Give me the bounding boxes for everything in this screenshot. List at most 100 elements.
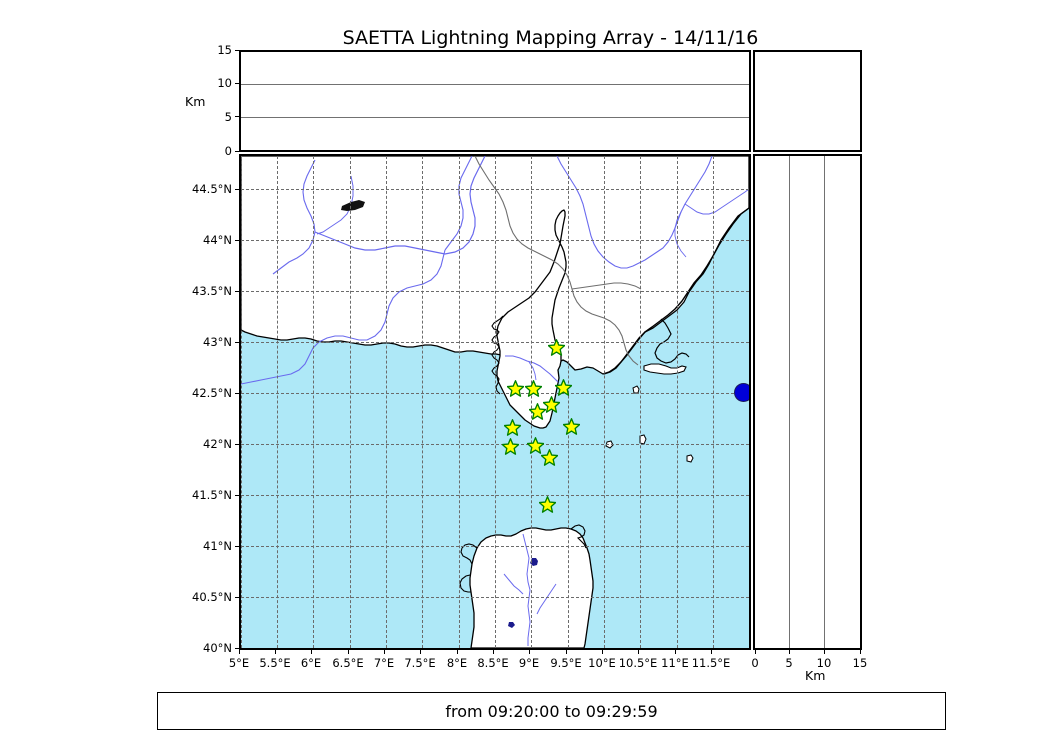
lma-station-marker <box>525 379 542 397</box>
tick-label-lon-5p5: 5.5°E <box>259 656 291 670</box>
tick-right-0 <box>755 650 756 654</box>
map-gridline-lon-6p5 <box>350 156 351 648</box>
tick-label-top-0: 0 <box>224 144 232 158</box>
lma-station-marker <box>543 396 561 413</box>
tick-lat-41 <box>235 546 239 547</box>
tick-lat-44 <box>235 240 239 241</box>
tick-label-lon-9: 9°E <box>518 656 540 670</box>
tick-label-lon-8p5: 8.5°E <box>477 656 509 670</box>
tick-label-lon-10: 10°E <box>588 656 616 670</box>
tick-top-5 <box>235 116 239 117</box>
tick-lat-41p5 <box>235 495 239 496</box>
tick-label-lat-42p5: 42.5°N <box>192 386 232 400</box>
tick-lon-5p5 <box>275 650 276 654</box>
tick-label-lon-9p5: 9.5°E <box>550 656 582 670</box>
tick-right-15 <box>860 650 861 654</box>
tick-label-right-15: 15 <box>852 656 868 670</box>
tick-lat-40 <box>235 648 239 649</box>
tick-top-10 <box>235 83 239 84</box>
tick-label-lon-5: 5°E <box>228 656 250 670</box>
tick-label-lon-10p5: 10.5°E <box>618 656 658 670</box>
right-panel-gridline-5km <box>789 156 790 648</box>
corner-panel <box>753 50 862 152</box>
tick-label-lat-40p5: 40.5°N <box>192 590 232 604</box>
tick-top-15 <box>235 50 239 51</box>
tick-label-lon-7: 7°E <box>373 656 395 670</box>
map-gridline-lon-6 <box>313 156 314 648</box>
tick-label-right-0: 0 <box>751 656 759 670</box>
map-gridline-lon-7 <box>386 156 387 648</box>
page-title: SAETTA Lightning Mapping Array - 14/11/1… <box>342 27 759 49</box>
lma-station-marker <box>563 418 581 436</box>
tick-lon-6p5 <box>348 650 349 654</box>
vhf-source-marker <box>735 383 749 401</box>
tick-lon-8 <box>457 650 458 654</box>
map-gridline-lat-40 <box>241 648 749 649</box>
map-gridline-lon-9p5 <box>568 156 569 648</box>
tick-label-lat-44p5: 44.5°N <box>192 182 232 196</box>
top-panel-gridline-10km <box>241 84 749 85</box>
altitude-longitude-panel <box>239 50 751 152</box>
map-gridline-lon-7p5 <box>422 156 423 648</box>
tick-label-lat-44: 44°N <box>203 233 232 247</box>
tick-lon-9 <box>529 650 530 654</box>
tick-label-top-5: 5 <box>224 110 232 124</box>
tick-label-lat-40: 40°N <box>203 641 232 655</box>
lma-station-marker <box>540 448 558 466</box>
tick-lat-44p5 <box>235 189 239 190</box>
tick-lon-6 <box>311 650 312 654</box>
lma-station-marker <box>538 495 556 513</box>
tick-lon-10p5 <box>638 650 639 654</box>
tick-lat-43p5 <box>235 291 239 292</box>
map-panel[interactable] <box>239 154 751 650</box>
tick-lat-42p5 <box>235 393 239 394</box>
map-gridline-lon-11 <box>677 156 678 648</box>
tick-lat-40p5 <box>235 597 239 598</box>
tick-label-lon-7p5: 7.5°E <box>404 656 436 670</box>
tick-label-top-10: 10 <box>217 76 232 90</box>
lma-station-marker <box>506 379 524 397</box>
map-gridline-lon-11p5 <box>713 156 714 648</box>
map-gridline-lon-10p5 <box>640 156 641 648</box>
tick-lon-7 <box>384 650 385 654</box>
map-gridline-lon-9 <box>531 156 532 648</box>
tick-lon-5 <box>239 650 240 654</box>
time-range-text: from 09:20:00 to 09:29:59 <box>445 701 658 721</box>
tick-lat-43 <box>235 342 239 343</box>
lma-station-marker <box>554 378 572 396</box>
tick-label-right-5: 5 <box>785 656 793 670</box>
tick-label-lon-6p5: 6.5°E <box>332 656 364 670</box>
map-gridline-lon-5p5 <box>277 156 278 648</box>
tick-label-lon-11: 11°E <box>661 656 689 670</box>
top-panel-gridline-5km <box>241 117 749 118</box>
tick-label-lat-43: 43°N <box>203 335 232 349</box>
lma-station-marker <box>529 403 547 420</box>
tick-label-lat-41p5: 41.5°N <box>192 488 232 502</box>
tick-lon-11p5 <box>711 650 712 654</box>
map-gridline-lon-8 <box>459 156 460 648</box>
right-panel-gridline-10km <box>824 156 825 648</box>
tick-label-lat-43p5: 43.5°N <box>192 284 232 298</box>
tick-label-lat-41: 41°N <box>203 539 232 553</box>
tick-top-0 <box>235 151 239 152</box>
lma-station-marker <box>503 419 521 437</box>
lma-station-marker <box>547 339 565 357</box>
tick-label-lon-6: 6°E <box>300 656 322 670</box>
tick-lon-10 <box>602 650 603 654</box>
tick-lon-9p5 <box>566 650 567 654</box>
time-range-bar: from 09:20:00 to 09:29:59 <box>157 692 946 730</box>
right-panel-axis-label: Km <box>805 668 826 683</box>
lma-station-marker <box>501 437 519 455</box>
top-panel-axis-label: Km <box>185 94 206 109</box>
tick-lon-11 <box>675 650 676 654</box>
tick-label-top-15: 15 <box>217 43 232 57</box>
tick-lon-7p5 <box>420 650 421 654</box>
map-gridline-lon-5 <box>241 156 242 648</box>
map-gridline-lon-10 <box>604 156 605 648</box>
tick-right-5 <box>789 650 790 654</box>
tick-right-10 <box>824 650 825 654</box>
tick-lon-8p5 <box>493 650 494 654</box>
tick-lat-42 <box>235 444 239 445</box>
tick-label-lat-42: 42°N <box>203 437 232 451</box>
